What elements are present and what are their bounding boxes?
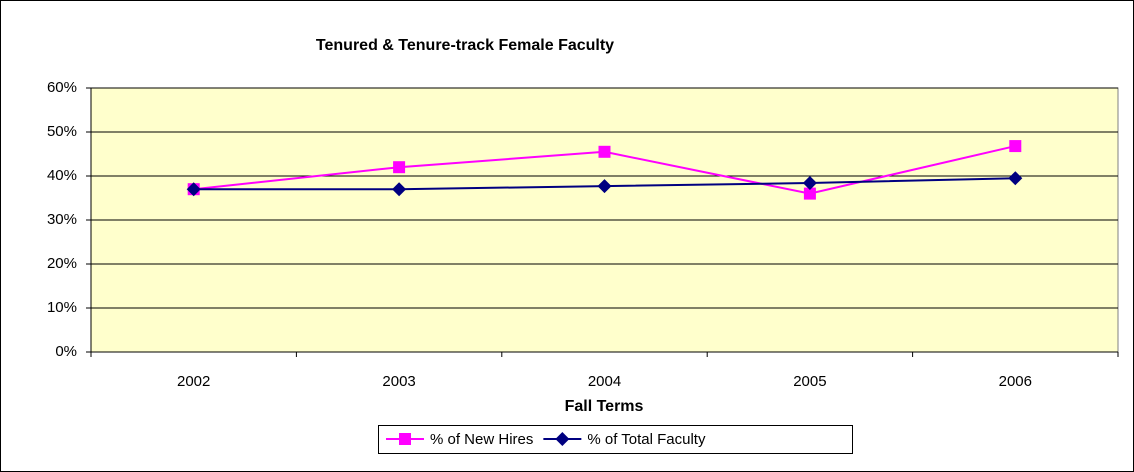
legend-marker [555, 432, 570, 446]
data-point [598, 145, 611, 158]
legend-marker [399, 433, 411, 445]
data-point [597, 179, 612, 194]
y-tick-label: 30% [47, 211, 77, 228]
x-axis-title: Fall Terms [565, 398, 644, 415]
x-tick-label: 2003 [382, 373, 415, 390]
x-tick-label: 2004 [588, 373, 621, 390]
data-point [803, 187, 816, 200]
legend-box [378, 425, 853, 454]
y-tick-label: 20% [47, 255, 77, 272]
data-point [1009, 140, 1022, 153]
y-tick-label: 50% [47, 123, 77, 140]
legend-label: % of Total Faculty [587, 431, 706, 448]
legend-label: % of New Hires [430, 431, 533, 448]
data-point [393, 161, 406, 174]
chart-title: Tenured & Tenure-track Female Faculty [316, 37, 614, 54]
x-tick-label: 2002 [177, 373, 210, 390]
x-tick-label: 2006 [999, 373, 1032, 390]
y-tick-label: 40% [47, 167, 77, 184]
y-tick-label: 10% [47, 299, 77, 316]
data-point [392, 182, 407, 197]
data-point [1008, 171, 1023, 186]
x-tick-label: 2005 [793, 373, 826, 390]
data-point [802, 176, 817, 191]
data-point [186, 182, 201, 197]
y-tick-label: 60% [47, 79, 77, 96]
y-tick-label: 0% [55, 343, 77, 360]
